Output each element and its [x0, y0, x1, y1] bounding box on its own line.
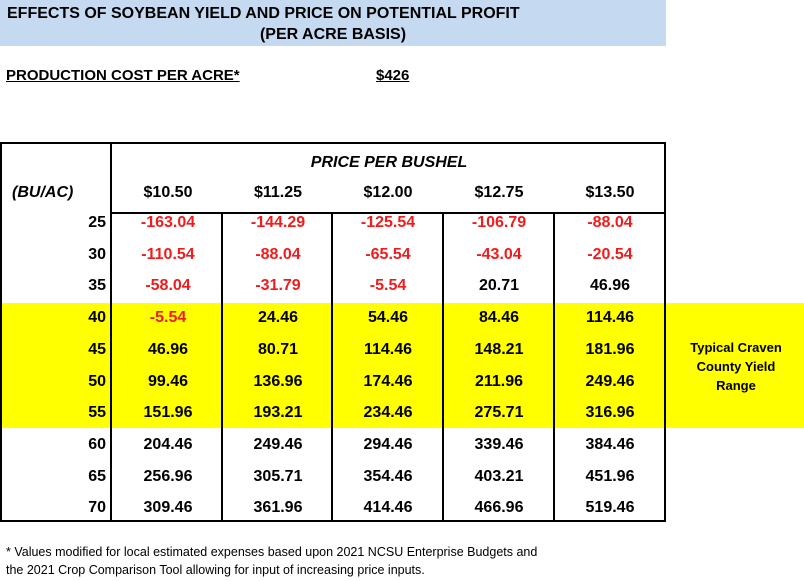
profit-cell: 136.96 [253, 372, 303, 390]
profit-cell: -88.04 [587, 214, 633, 231]
profit-cell: 204.46 [143, 435, 193, 453]
yield-unit-header: (BU/AC) [12, 184, 74, 201]
title-line-2: (PER ACRE BASIS) [259, 26, 407, 43]
profit-cell: 294.46 [363, 435, 413, 453]
profit-cell: -31.79 [255, 277, 301, 295]
yield-row-label: 25 [88, 214, 106, 231]
typical-yield-range-label: Typical Craven County Yield Range [668, 338, 804, 395]
profit-cell: 84.46 [478, 309, 520, 327]
footnote: * Values modified for local estimated ex… [6, 543, 801, 579]
profit-cell: -65.54 [365, 245, 411, 263]
profit-cell: 256.96 [143, 467, 193, 485]
yield-row-label: 35 [88, 277, 106, 295]
price-per-bushel-header: PRICE PER BUSHEL [310, 154, 468, 171]
yield-row-label: 70 [88, 499, 106, 517]
profit-cell: 361.96 [253, 499, 303, 517]
yield-row-label: 40 [88, 309, 106, 327]
profit-cell: 181.96 [585, 340, 635, 358]
yield-range-highlight [0, 303, 804, 428]
profit-cell: 339.46 [474, 435, 524, 453]
profit-cell: 275.71 [474, 404, 524, 422]
profit-cell: -88.04 [255, 245, 301, 263]
profit-cell: 211.96 [474, 372, 524, 390]
table-bottom-border [0, 520, 666, 522]
price-header-2: $12.00 [363, 184, 413, 201]
yield-row-label: 30 [88, 245, 106, 263]
profit-cell: 174.46 [363, 372, 413, 390]
profit-cell: 249.46 [585, 372, 635, 390]
profit-cell: 46.96 [589, 277, 631, 295]
yield-row-label: 55 [88, 404, 106, 422]
profit-cell: 114.46 [363, 340, 413, 358]
profit-cell: 151.96 [143, 404, 193, 422]
profit-cell: 414.46 [363, 499, 413, 517]
price-header-1: $11.25 [253, 184, 303, 201]
profit-cell: 20.71 [478, 277, 520, 295]
price-header-4: $13.50 [585, 184, 635, 201]
profit-cell: 316.96 [585, 404, 635, 422]
table-top-border [0, 142, 666, 144]
profit-cell: -144.29 [250, 214, 306, 231]
range-label-line-3: Range [716, 378, 756, 393]
profit-cell: -5.54 [369, 277, 407, 295]
profit-cell: 309.46 [143, 499, 193, 517]
yield-row-label: 50 [88, 372, 106, 390]
profit-cell: -163.04 [140, 214, 196, 231]
range-label-line-2: County Yield [696, 359, 776, 374]
price-header-3: $12.75 [474, 184, 524, 201]
yield-row-label: 45 [88, 340, 106, 358]
profit-cell: 99.46 [147, 372, 189, 390]
production-cost-value: $426 [376, 67, 410, 84]
range-label-line-1: Typical Craven [690, 340, 782, 355]
profit-cell: 46.96 [147, 340, 189, 358]
yield-row-label: 65 [88, 467, 106, 485]
profit-cell: -110.54 [141, 245, 195, 263]
profit-cell: 384.46 [585, 435, 635, 453]
profit-cell: 354.46 [363, 467, 413, 485]
profit-cell: -43.04 [476, 245, 522, 263]
profit-cell: 80.71 [257, 340, 299, 358]
profit-cell: 234.46 [363, 404, 413, 422]
profit-cell: 466.96 [474, 499, 524, 517]
title-line-1: EFFECTS OF SOYBEAN YIELD AND PRICE ON PO… [7, 5, 520, 22]
price-header-0: $10.50 [143, 184, 193, 201]
profit-cell: 54.46 [367, 309, 409, 327]
profit-cell: 193.21 [253, 404, 303, 422]
profit-cell: -58.04 [145, 277, 191, 295]
profit-cell: -125.54 [360, 214, 416, 231]
profit-cell: -20.54 [587, 245, 633, 263]
profit-cell: 519.46 [585, 499, 635, 517]
profit-cell: 249.46 [253, 435, 303, 453]
profit-cell: 403.21 [474, 467, 524, 485]
footnote-line-1: * Values modified for local estimated ex… [6, 545, 538, 559]
footnote-line-2: the 2021 Crop Comparison Tool allowing f… [6, 563, 425, 577]
title-banner: EFFECTS OF SOYBEAN YIELD AND PRICE ON PO… [0, 0, 666, 46]
profit-cell: -106.79 [471, 214, 527, 231]
profit-cell: 451.96 [585, 467, 635, 485]
production-cost-label: PRODUCTION COST PER ACRE* [6, 67, 240, 84]
yield-row-label: 60 [88, 435, 106, 453]
profit-cell: 148.21 [474, 340, 524, 358]
profit-cell: 24.46 [257, 309, 299, 327]
profit-cell: -5.54 [149, 309, 187, 327]
profit-cell: 114.46 [585, 309, 635, 327]
profit-cell: 305.71 [253, 467, 303, 485]
